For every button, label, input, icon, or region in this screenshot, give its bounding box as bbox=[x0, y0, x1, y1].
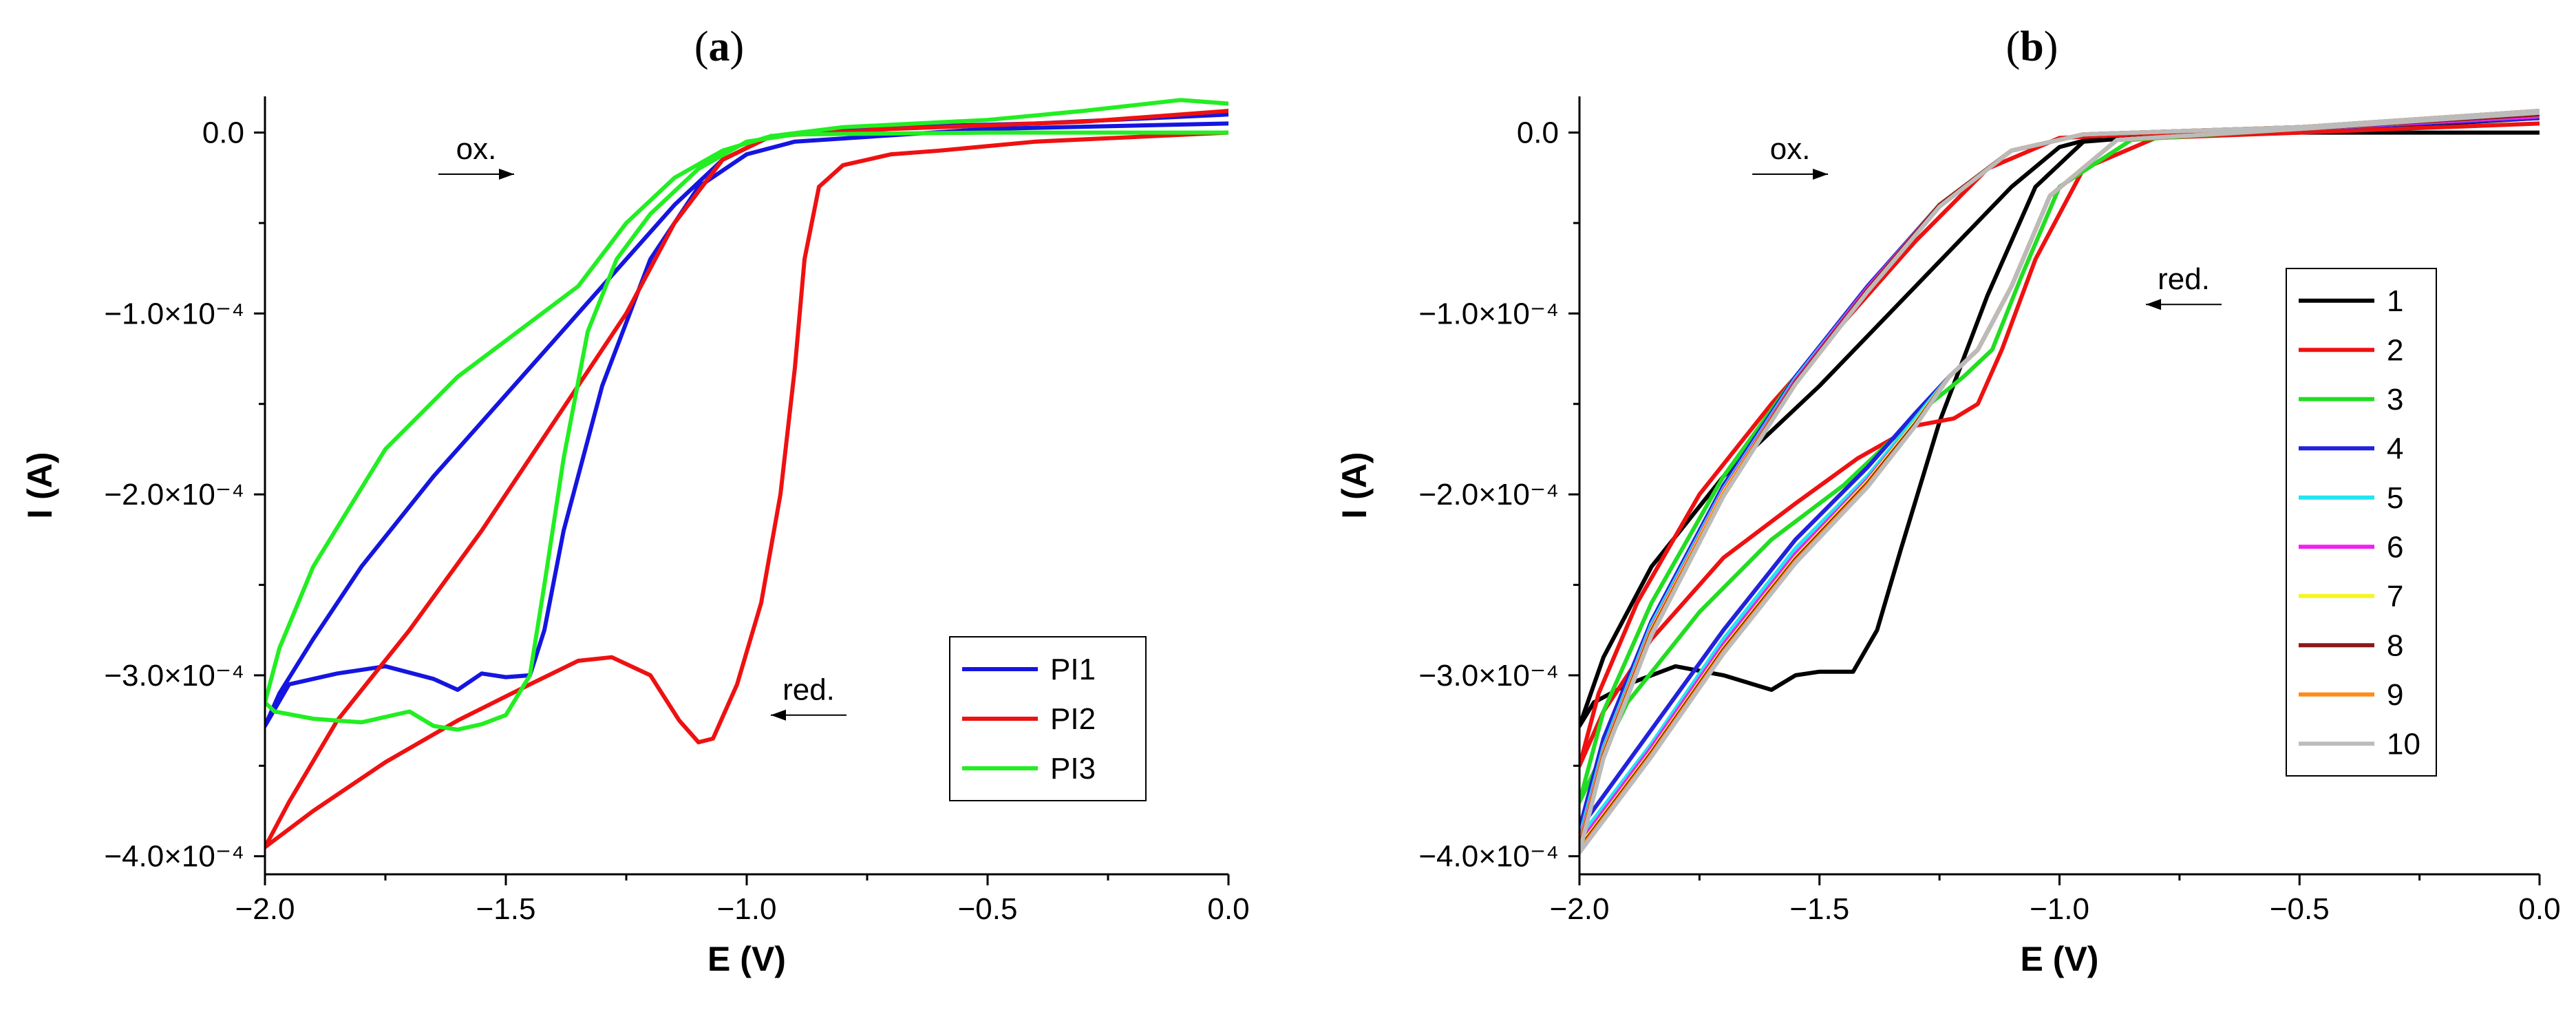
legend-label: 4 bbox=[2387, 432, 2403, 465]
annotation-red: red. bbox=[783, 673, 835, 707]
annotation-ox: ox. bbox=[1770, 132, 1811, 166]
y-tick-label: −2.0×10⁻⁴ bbox=[1418, 478, 1559, 512]
y-tick-label: −3.0×10⁻⁴ bbox=[104, 659, 244, 693]
x-tick-label: −2.0 bbox=[235, 892, 295, 926]
legend-label: 1 bbox=[2387, 284, 2403, 318]
panel-title: (a) bbox=[694, 23, 744, 70]
legend-label: 2 bbox=[2387, 333, 2403, 367]
x-tick-label: −2.0 bbox=[1550, 892, 1610, 926]
series-line-10 bbox=[1579, 109, 2540, 855]
arrow-head-icon bbox=[499, 169, 514, 180]
x-tick-label: −0.5 bbox=[958, 892, 1018, 926]
legend: PI1 PI2 PI3 bbox=[949, 636, 1147, 801]
y-axis-title: I (A) bbox=[1335, 452, 1374, 518]
y-tick-label: −4.0×10⁻⁴ bbox=[1418, 840, 1559, 874]
y-tick-label: −3.0×10⁻⁴ bbox=[1418, 659, 1559, 693]
series-line-1 bbox=[1579, 116, 2540, 728]
legend-label: 5 bbox=[2387, 481, 2403, 515]
legend-label: PI3 bbox=[1050, 752, 1096, 786]
x-tick-label: −0.5 bbox=[2270, 892, 2330, 926]
arrow-head-icon bbox=[771, 709, 786, 721]
series-group bbox=[265, 98, 1228, 850]
series-group bbox=[1579, 109, 2540, 855]
legend-box bbox=[2286, 268, 2437, 777]
legend-label: 7 bbox=[2387, 580, 2403, 613]
y-tick-label: 0.0 bbox=[202, 116, 244, 150]
x-tick-label: −1.5 bbox=[476, 892, 536, 926]
arrow-head-icon bbox=[2146, 299, 2162, 310]
x-tick-label: −1.0 bbox=[2030, 892, 2089, 926]
y-tick-label: −2.0×10⁻⁴ bbox=[104, 478, 244, 512]
y-tick-label: −1.0×10⁻⁴ bbox=[1418, 297, 1559, 330]
chart-panel-a: (a) −2.0 −1.5 −1.0 −0.5 0.0 0.0 −1.0×10⁻⁴ −2.0×1… bbox=[21, 23, 1250, 978]
panel-title: (b) bbox=[2006, 23, 2058, 70]
x-tick-label: 0.0 bbox=[2518, 892, 2560, 926]
series-line-pi3 bbox=[265, 98, 1228, 732]
series-line-pi2 bbox=[265, 109, 1228, 850]
legend-label: PI2 bbox=[1050, 702, 1096, 736]
annotation-red: red. bbox=[2158, 262, 2210, 296]
arrow-head-icon bbox=[1813, 169, 1829, 180]
x-axis-title: E (V) bbox=[2021, 940, 2099, 978]
legend-label: 3 bbox=[2387, 383, 2403, 417]
x-tick-label: 0.0 bbox=[1207, 892, 1249, 926]
x-axis-title: E (V) bbox=[707, 940, 786, 978]
y-axis-title: I (A) bbox=[21, 452, 59, 518]
legend-label: PI1 bbox=[1050, 653, 1096, 686]
y-tick-label: −1.0×10⁻⁴ bbox=[104, 297, 244, 330]
annotation-ox: ox. bbox=[456, 132, 497, 166]
chart-panel-b: (b) −2.0 −1.5 −1.0 −0.5 0.0 0.0 −1.0×10⁻⁴ −2.0×1… bbox=[1335, 23, 2561, 978]
series-line-pi1 bbox=[265, 112, 1228, 728]
x-tick-label: −1.0 bbox=[717, 892, 777, 926]
y-tick-label: −4.0×10⁻⁴ bbox=[104, 840, 244, 874]
legend-label: 6 bbox=[2387, 530, 2403, 564]
legend: 1 2 3 4 5 6 7 8 9 10 bbox=[2286, 268, 2437, 777]
x-tick-label: −1.5 bbox=[1789, 892, 1849, 926]
legend-label: 10 bbox=[2387, 727, 2420, 761]
legend-label: 9 bbox=[2387, 678, 2403, 712]
legend-label: 8 bbox=[2387, 629, 2403, 662]
y-tick-label: 0.0 bbox=[1517, 116, 1559, 150]
